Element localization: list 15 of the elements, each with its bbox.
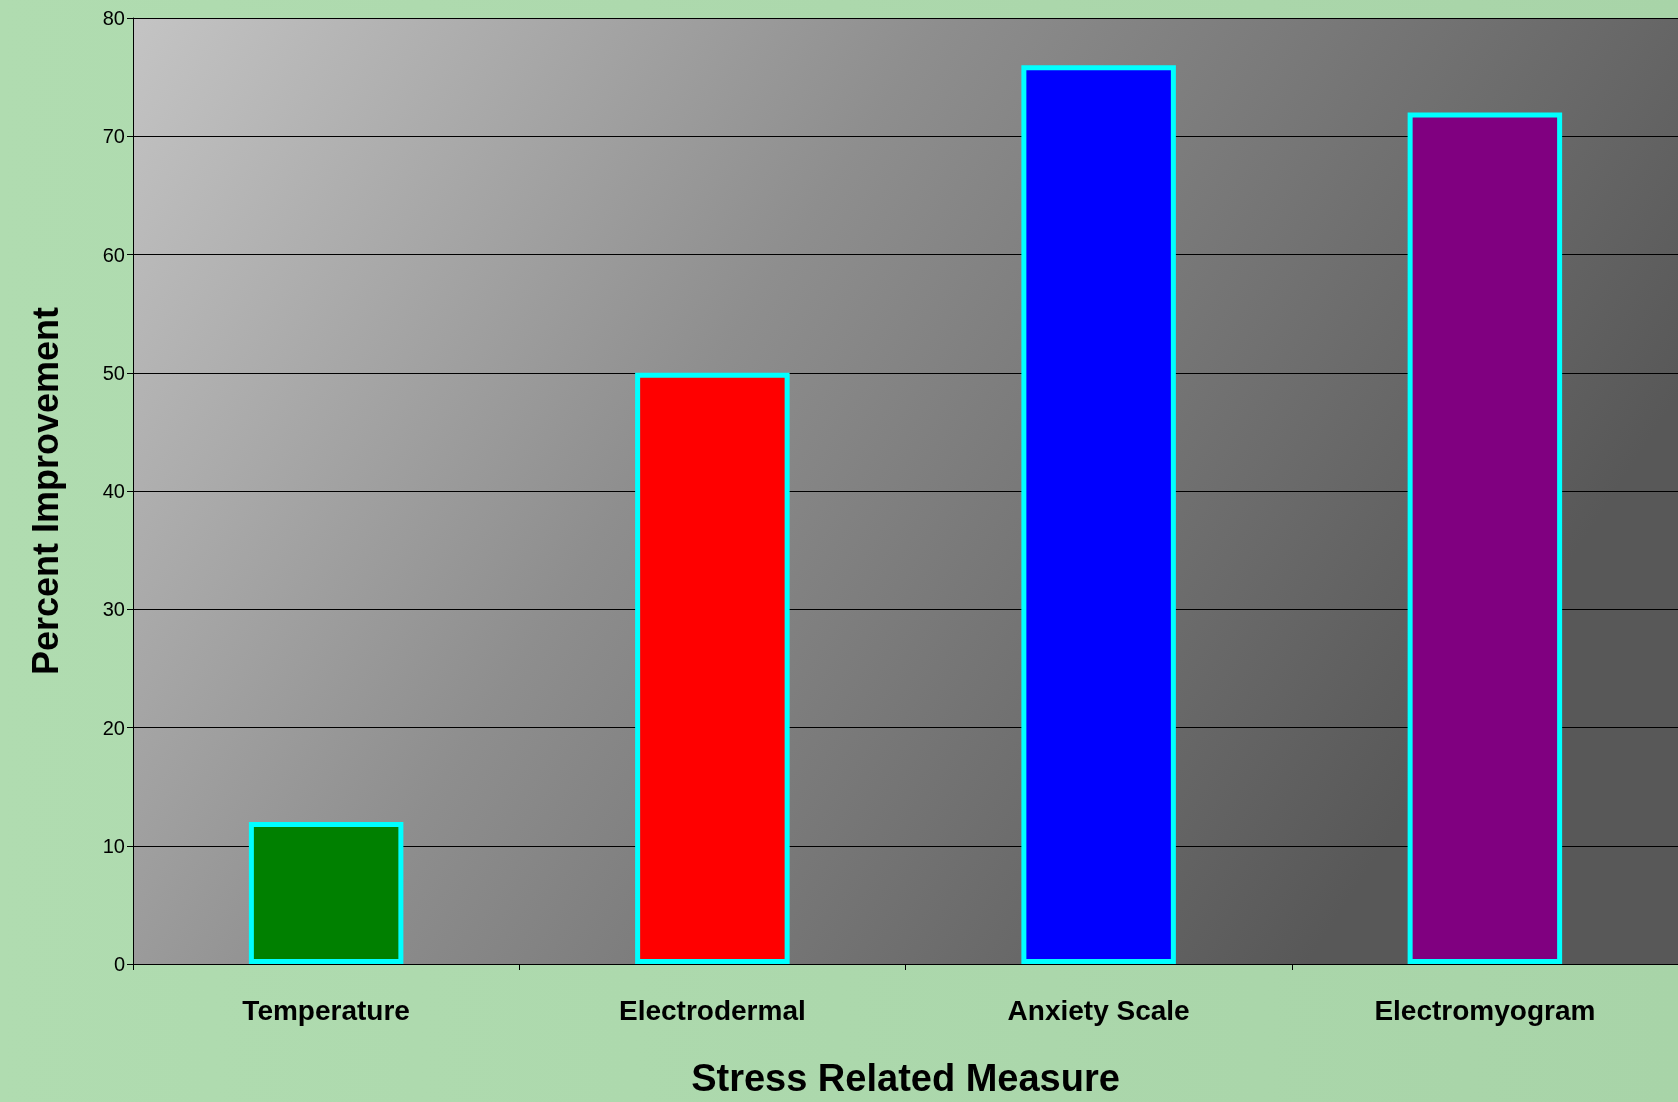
y-tick-label: 70 — [102, 125, 125, 148]
y-tick-label: 30 — [102, 598, 125, 621]
y-tick-label: 40 — [102, 480, 125, 502]
x-tick-label: Anxiety Scale — [1007, 994, 1190, 1026]
x-tick-label: Electromyogram — [1374, 994, 1596, 1026]
x-tick-label: Temperature — [242, 994, 410, 1026]
x-tick-label: Electrodermal — [619, 994, 806, 1026]
y-tick-label: 0 — [113, 953, 125, 975]
y-tick-label: 20 — [102, 716, 125, 739]
y-tick-label: 50 — [102, 361, 125, 384]
y-tick-label: 60 — [102, 243, 125, 266]
y-tick-label: 10 — [102, 834, 125, 857]
x-axis-title: Stress Related Measure — [691, 1057, 1120, 1099]
y-axis-title: Percent Improvement — [24, 306, 66, 676]
y-tick-label: 80 — [102, 7, 125, 29]
